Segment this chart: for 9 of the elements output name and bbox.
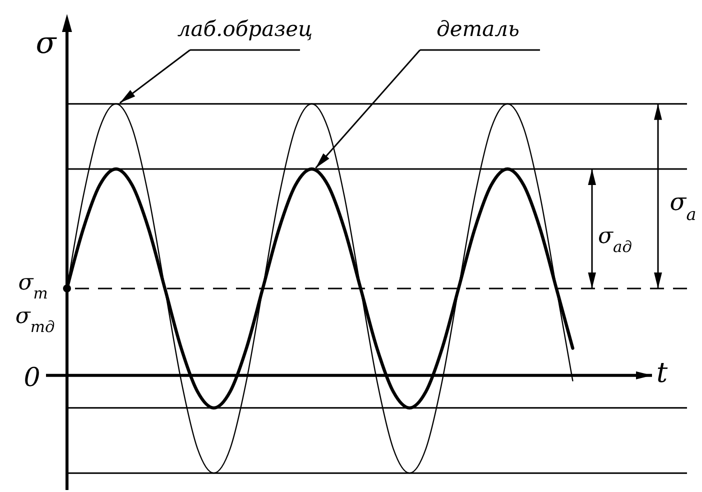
text: лаб.образец — [177, 17, 313, 41]
x-axis-title: t — [656, 356, 668, 389]
text: σ$_{aд}$ — [598, 224, 632, 256]
text: σ$_{mд}$ — [15, 304, 55, 336]
text: деталь — [436, 17, 520, 41]
y-axis-title: σ — [36, 26, 58, 61]
ref-line-label: σ$_{m}$ — [18, 270, 48, 302]
text: 0 — [24, 363, 40, 393]
text: σ$_{a}$ — [670, 188, 696, 224]
